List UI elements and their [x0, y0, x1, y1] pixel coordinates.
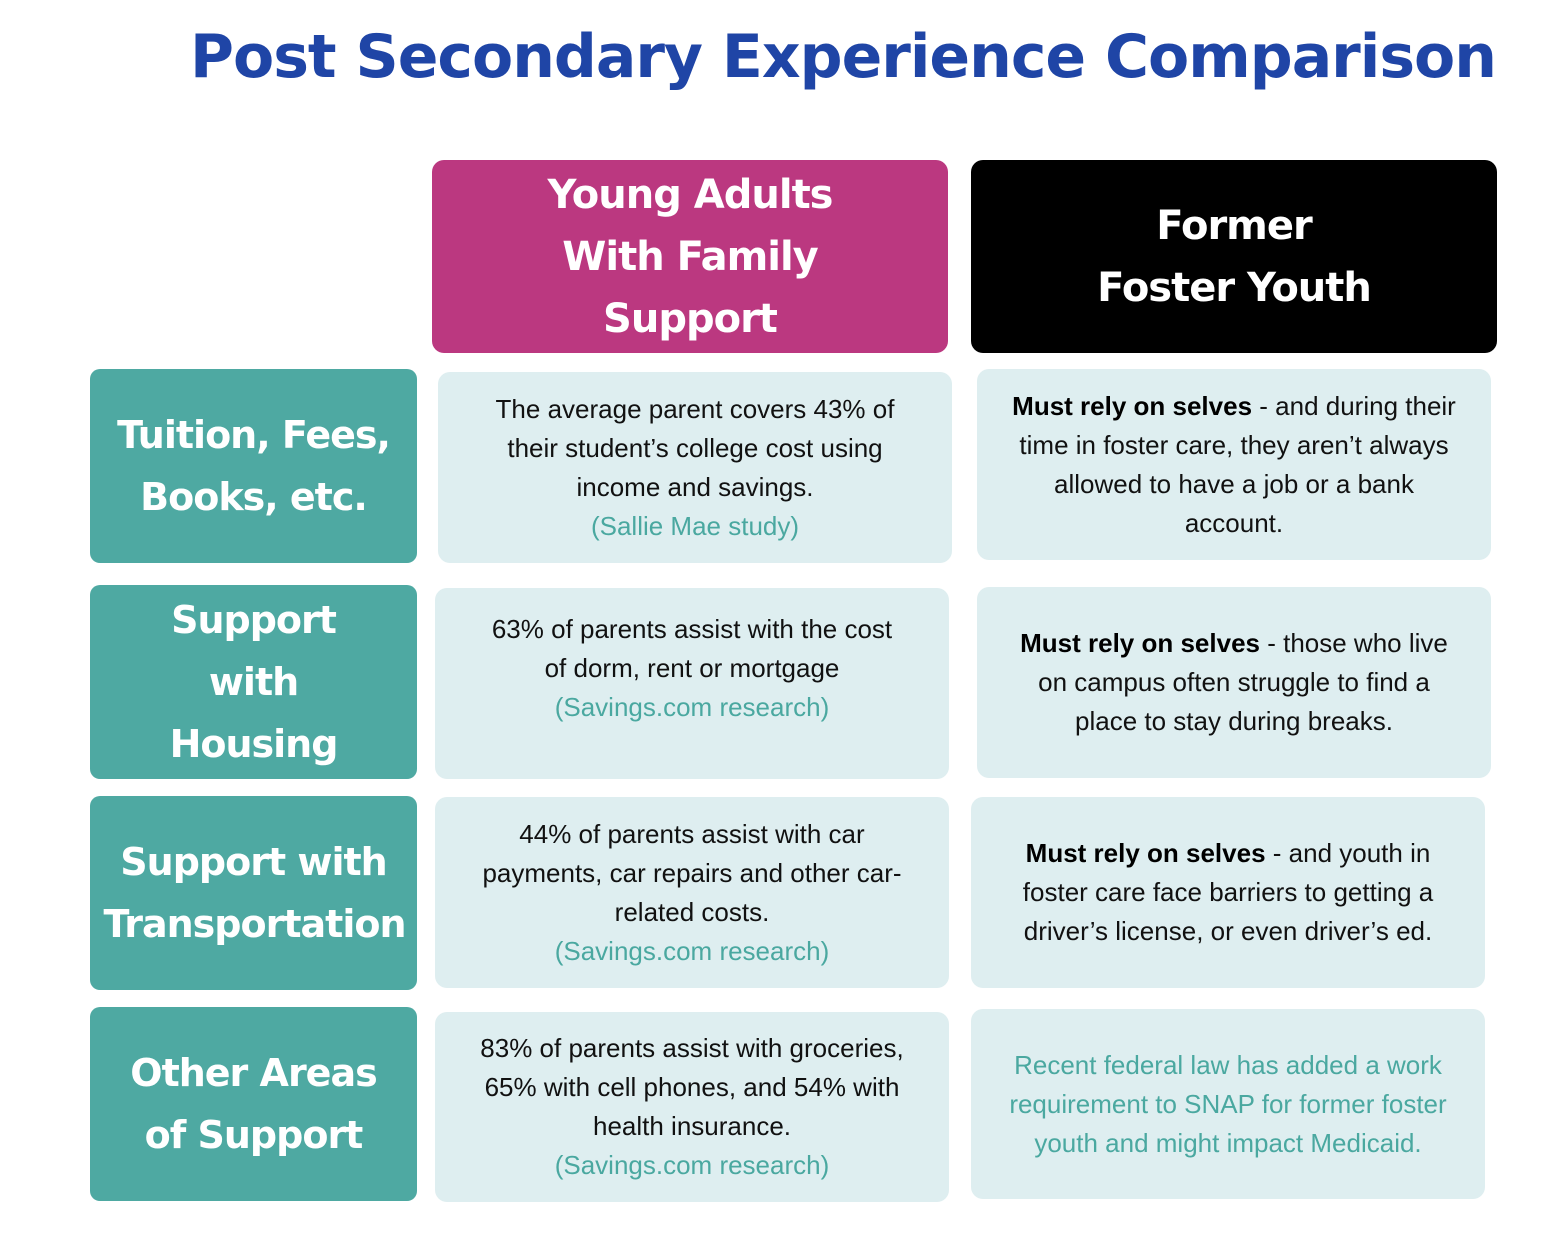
foster-text: Recent federal law has added a work requ… [1009, 1049, 1447, 1158]
family-source: (Savings.com research) [554, 692, 830, 722]
family-text: 63% of parents assist with the cost of d… [491, 614, 893, 683]
family-source: (Savings.com research) [554, 1150, 830, 1180]
family-text: 83% of parents assist with groceries, 65… [480, 1033, 904, 1141]
row-label-text: Support with Housing [169, 598, 339, 766]
foster-text: Must rely on selves - and during their t… [1005, 387, 1463, 543]
header-former-foster-youth: Former Foster Youth [971, 160, 1497, 353]
header-former-foster-youth-label: Former Foster Youth [1097, 202, 1372, 311]
family-cell-tuition: The average parent covers 43% of their s… [438, 372, 952, 563]
row-label-text: Tuition, Fees, Books, etc. [117, 413, 391, 519]
row-label-text: Support with Transportation [103, 840, 407, 946]
header-family-support: Young Adults With Family Support [432, 160, 948, 353]
foster-text: Must rely on selves - and youth in foste… [995, 834, 1461, 951]
family-cell-other: 83% of parents assist with groceries, 65… [435, 1012, 949, 1202]
family-text: The average parent covers 43% of their s… [495, 393, 895, 502]
row-label-text: Other Areas of Support [130, 1051, 377, 1157]
row-label-housing: Support with Housing [90, 585, 417, 779]
page-title: Post Secondary Experience Comparison [190, 22, 1497, 92]
foster-bold: Must rely on selves [1012, 390, 1253, 421]
foster-cell-other: Recent federal law has added a work requ… [971, 1009, 1485, 1199]
family-cell-transportation: 44% of parents assist with car payments,… [435, 797, 949, 988]
row-label-transportation: Support with Transportation [90, 796, 417, 990]
foster-cell-tuition: Must rely on selves - and during their t… [977, 369, 1491, 560]
header-family-support-label: Young Adults With Family Support [547, 171, 834, 342]
family-text: 44% of parents assist with car payments,… [482, 818, 902, 927]
family-cell-housing: 63% of parents assist with the cost of d… [435, 588, 949, 779]
foster-cell-housing: Must rely on selves - those who live on … [977, 587, 1491, 778]
row-label-tuition: Tuition, Fees, Books, etc. [90, 369, 417, 563]
family-source: (Savings.com research) [554, 935, 830, 966]
row-label-other: Other Areas of Support [90, 1007, 417, 1201]
foster-detail: - and during their time in foster care, … [1019, 390, 1456, 538]
foster-detail: - those who live on campus often struggl… [1038, 628, 1448, 736]
foster-bold: Must rely on selves [1025, 838, 1266, 868]
foster-detail: - and youth in foster care face barriers… [1022, 838, 1434, 946]
foster-bold: Must rely on selves [1020, 628, 1260, 658]
foster-cell-transportation: Must rely on selves - and youth in foste… [971, 797, 1485, 988]
foster-text: Must rely on selves - those who live on … [1007, 624, 1461, 741]
family-source: (Sallie Mae study) [590, 510, 800, 541]
